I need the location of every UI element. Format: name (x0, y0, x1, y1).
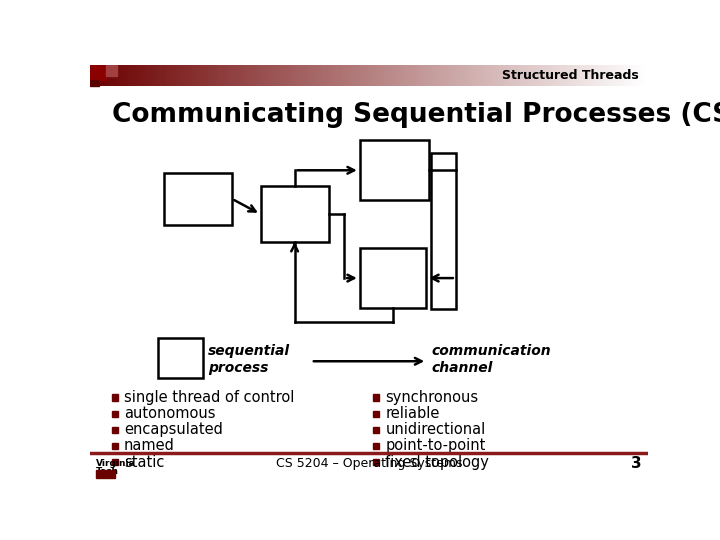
Bar (360, 140, 429, 200)
Text: Structured Threads: Structured Threads (502, 69, 639, 82)
Bar (158, 338, 203, 378)
Text: CS 5204 – Operating Systems: CS 5204 – Operating Systems (276, 457, 462, 470)
Text: reliable: reliable (385, 406, 440, 421)
Bar (431, 153, 456, 309)
Bar (360, 248, 426, 308)
Bar (373, 394, 379, 401)
Text: synchronous: synchronous (385, 390, 478, 405)
Text: encapsulated: encapsulated (124, 422, 223, 437)
Text: point-to-point: point-to-point (385, 438, 486, 454)
Text: communication
channel: communication channel (432, 345, 552, 375)
Bar (90, 80, 99, 86)
Text: static: static (124, 455, 164, 470)
Bar (261, 186, 329, 242)
Text: fixed topology: fixed topology (385, 455, 489, 470)
Text: unidirectional: unidirectional (385, 422, 485, 437)
Bar (112, 410, 118, 417)
Text: autonomous: autonomous (124, 406, 215, 421)
Text: named: named (124, 438, 175, 454)
Bar (90, 65, 106, 80)
Bar (96, 470, 114, 477)
Text: Communicating Sequential Processes (CSP): Communicating Sequential Processes (CSP) (112, 102, 720, 128)
Text: 3: 3 (631, 456, 642, 471)
Bar (373, 443, 379, 449)
Bar (112, 427, 118, 433)
Bar (112, 443, 118, 449)
Bar (112, 394, 118, 401)
Bar (373, 459, 379, 465)
Bar (112, 459, 118, 465)
Text: Virginia: Virginia (96, 459, 136, 468)
Text: single thread of control: single thread of control (124, 390, 294, 405)
Bar (373, 410, 379, 417)
Text: sequential
process: sequential process (208, 345, 290, 375)
Bar (163, 173, 232, 225)
Bar (373, 427, 379, 433)
Text: Tech: Tech (96, 467, 120, 476)
Bar (106, 65, 117, 76)
